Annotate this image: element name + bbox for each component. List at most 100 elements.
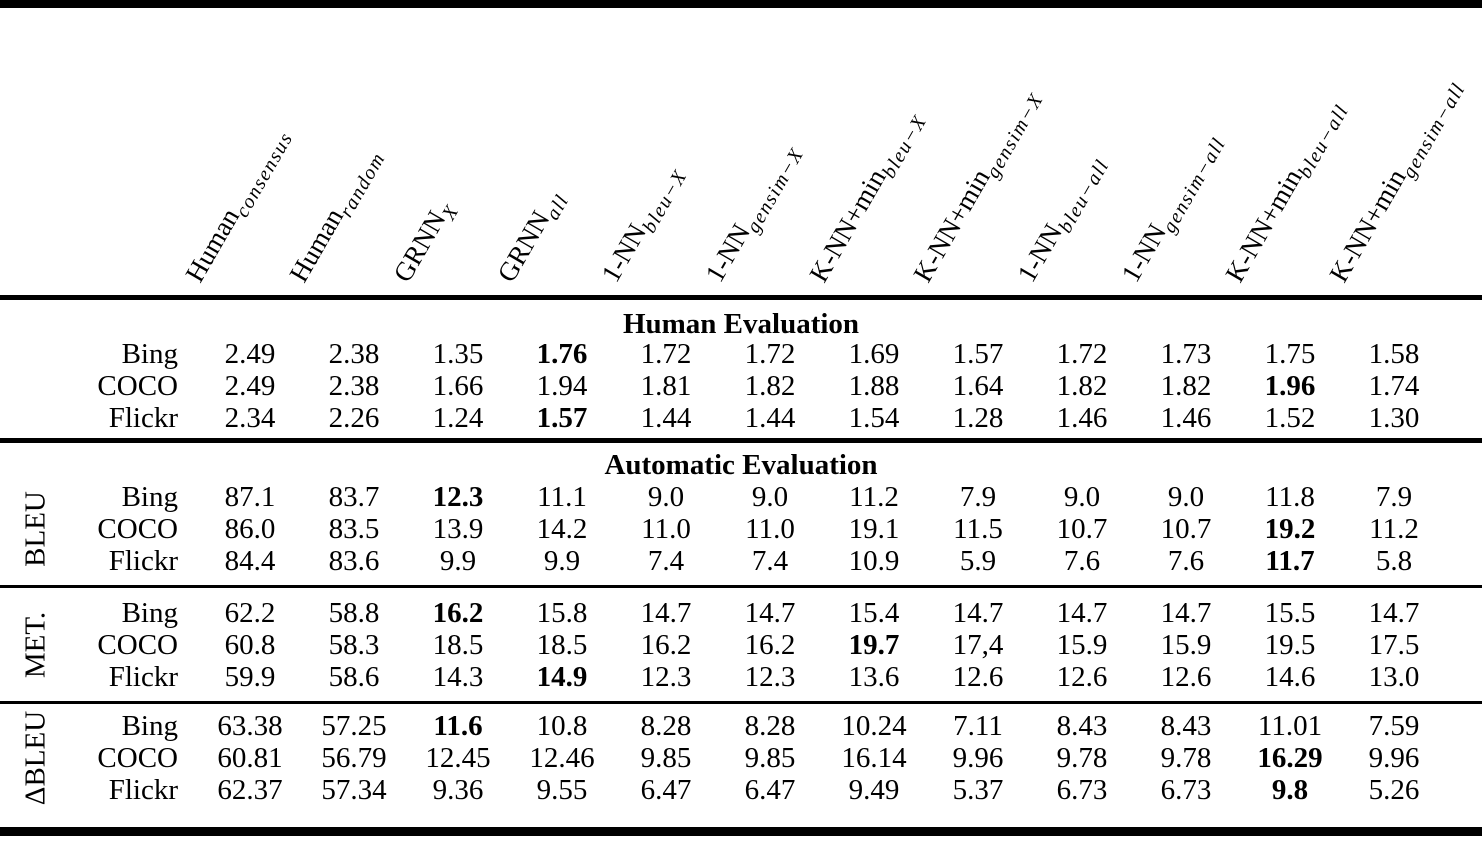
table-row: COCO 60.81 56.79 12.45 12.46 9.85 9.85 16.14 9.9… bbox=[0, 742, 1482, 774]
table-cell: 2.38 bbox=[328, 370, 380, 402]
table-cell: 13.6 bbox=[848, 661, 900, 693]
table-cell: 1.57 bbox=[536, 402, 588, 434]
row-label: Bing bbox=[121, 710, 178, 742]
section-title: Automatic Evaluation bbox=[604, 449, 878, 481]
column-header-base: K-NN+min bbox=[1323, 163, 1412, 287]
section-title: Human Evaluation bbox=[622, 308, 860, 340]
column-header-subscript: consensus bbox=[231, 128, 298, 222]
column-header-subscript: gensim−X bbox=[981, 89, 1049, 182]
table-row: Bing 2.49 2.38 1.35 1.76 1.72 1.72 1.69 1.57 1.72… bbox=[0, 338, 1482, 370]
table-cell: 83.6 bbox=[328, 545, 380, 577]
column-header-text: 1-NNbleu−X bbox=[595, 159, 695, 292]
table-cell: 1.24 bbox=[432, 402, 484, 434]
column-header-text: 1-NNgensim−X bbox=[699, 137, 812, 292]
table-cell: 14.7 bbox=[1056, 597, 1108, 629]
table-cell: 1.82 bbox=[1160, 370, 1212, 402]
column-header-subscript: gensim−all bbox=[1158, 133, 1231, 237]
row-label: Bing bbox=[121, 481, 178, 513]
table-cell: 9.55 bbox=[536, 774, 588, 806]
table-cell: 58.6 bbox=[328, 661, 380, 693]
table-cell: 5.37 bbox=[952, 774, 1004, 806]
table-cell: 19.1 bbox=[848, 513, 900, 545]
table-cell: 13.9 bbox=[432, 513, 484, 545]
table-cell: 9.49 bbox=[848, 774, 900, 806]
table-cell: 14.7 bbox=[744, 597, 796, 629]
table-cell: 58.3 bbox=[328, 629, 380, 661]
column-header-text: Humanconsensus bbox=[179, 121, 301, 292]
table-cell: 1.66 bbox=[432, 370, 484, 402]
column-header-subscript: gensim−X bbox=[742, 144, 809, 237]
table-cell: 6.73 bbox=[1056, 774, 1108, 806]
table-cell: 63.38 bbox=[217, 710, 283, 742]
row-label: Flickr bbox=[108, 402, 178, 434]
table-cell: 12.6 bbox=[1056, 661, 1108, 693]
table-cell: 15.5 bbox=[1264, 597, 1316, 629]
table-cell: 1.54 bbox=[848, 402, 900, 434]
table-cell: 2.26 bbox=[328, 402, 380, 434]
table-cell: 7.11 bbox=[953, 710, 1003, 742]
column-header-subscript: bleu−all bbox=[1293, 100, 1354, 182]
table-cell: 1.82 bbox=[744, 370, 796, 402]
table-cell: 1.57 bbox=[952, 338, 1004, 370]
row-label: COCO bbox=[97, 513, 178, 545]
column-header-base: GRNN bbox=[387, 205, 452, 287]
table-cell: 87.1 bbox=[224, 481, 276, 513]
table-cell: 5.9 bbox=[959, 545, 997, 577]
column-header-text: 1-NNgensim−all bbox=[1115, 127, 1234, 292]
column-header-subscript: bleu−X bbox=[877, 111, 932, 182]
table-cell: 16.29 bbox=[1257, 742, 1323, 774]
table-cell: 14.7 bbox=[1368, 597, 1420, 629]
table-cell: 19.5 bbox=[1264, 629, 1316, 661]
table-cell: 1.88 bbox=[848, 370, 900, 402]
table-cell: 9.0 bbox=[1063, 481, 1101, 513]
table-cell: 7.9 bbox=[1375, 481, 1413, 513]
table-row: Flickr 84.4 83.6 9.9 9.9 7.4 7.4 10.9 5.9 7.6 7.6 1… bbox=[0, 545, 1482, 577]
table-cell: 1.76 bbox=[536, 338, 588, 370]
table-cell: 1.74 bbox=[1368, 370, 1420, 402]
table-cell: 10.7 bbox=[1056, 513, 1108, 545]
table-cell: 13.0 bbox=[1368, 661, 1420, 693]
table-cell: 12.3 bbox=[744, 661, 796, 693]
table-cell: 2.34 bbox=[224, 402, 276, 434]
row-label: COCO bbox=[97, 742, 178, 774]
table-cell: 1.52 bbox=[1264, 402, 1316, 434]
table-cell: 57.34 bbox=[321, 774, 387, 806]
column-header-base: Human bbox=[283, 203, 350, 287]
table-rule bbox=[0, 701, 1482, 704]
table-cell: 7.4 bbox=[751, 545, 789, 577]
table-cell: 14.6 bbox=[1264, 661, 1316, 693]
table-cell: 1.69 bbox=[848, 338, 900, 370]
table-cell: 2.49 bbox=[224, 338, 276, 370]
table-cell: 19.2 bbox=[1264, 513, 1316, 545]
column-header-subscript: random bbox=[335, 148, 390, 222]
table-cell: 16.14 bbox=[841, 742, 907, 774]
table-cell: 15.9 bbox=[1160, 629, 1212, 661]
table-cell: 10.24 bbox=[841, 710, 907, 742]
table-cell: 7.4 bbox=[647, 545, 685, 577]
column-header-text: 1-NNbleu−all bbox=[1011, 149, 1117, 292]
table-cell: 8.43 bbox=[1056, 710, 1108, 742]
table-cell: 9.78 bbox=[1056, 742, 1108, 774]
table-cell: 11.0 bbox=[745, 513, 795, 545]
table-cell: 11.7 bbox=[1265, 545, 1315, 577]
table-cell: 11.2 bbox=[849, 481, 899, 513]
table-cell: 11.01 bbox=[1257, 710, 1323, 742]
table-cell: 9.96 bbox=[1368, 742, 1420, 774]
column-header-text: Humanrandom bbox=[283, 141, 393, 292]
table-cell: 11.8 bbox=[1265, 481, 1315, 513]
table-cell: 59.9 bbox=[224, 661, 276, 693]
table-cell: 1.72 bbox=[1056, 338, 1108, 370]
column-header-subscript: gensim−all bbox=[1397, 78, 1471, 182]
table-rule bbox=[0, 295, 1482, 300]
table-cell: 6.47 bbox=[744, 774, 796, 806]
table-cell: 1.96 bbox=[1264, 370, 1316, 402]
table-cell: 7.6 bbox=[1167, 545, 1205, 577]
table-row: Flickr 62.37 57.34 9.36 9.55 6.47 6.47 9.49 5.37… bbox=[0, 774, 1482, 806]
column-header-base: K-NN+min bbox=[1219, 163, 1308, 287]
table-cell: 12.3 bbox=[640, 661, 692, 693]
column-header-text: GRNNall bbox=[491, 184, 577, 292]
table-cell: 1.44 bbox=[744, 402, 796, 434]
table-cell: 1.46 bbox=[1056, 402, 1108, 434]
table-cell: 9.0 bbox=[647, 481, 685, 513]
